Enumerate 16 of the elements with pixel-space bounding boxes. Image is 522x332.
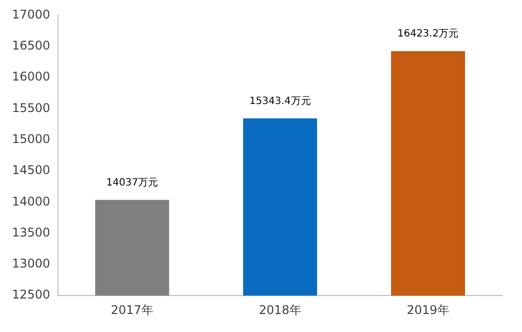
- x-tick-label: 2019年: [406, 302, 450, 317]
- y-tick-label: 13500: [12, 225, 50, 240]
- y-tick-label: 16500: [12, 38, 50, 52]
- y-tick-label: 16000: [12, 70, 50, 84]
- y-tick-label: 12500: [12, 288, 50, 302]
- y-tick-label: 15500: [12, 100, 50, 115]
- y-tick-label: 14000: [12, 194, 50, 208]
- data-label: 15343.4万元: [249, 96, 311, 108]
- y-tick-label: 13000: [12, 256, 50, 271]
- data-label: 14037万元: [106, 177, 158, 188]
- y-tick-label: 14500: [12, 163, 50, 178]
- y-tick-label: 15000: [12, 132, 50, 146]
- x-tick-label: 2018年: [258, 302, 302, 317]
- y-tick-label: 17000: [12, 7, 50, 22]
- data-label: 16423.2万元: [397, 28, 459, 40]
- x-tick-label: 2017年: [110, 302, 154, 317]
